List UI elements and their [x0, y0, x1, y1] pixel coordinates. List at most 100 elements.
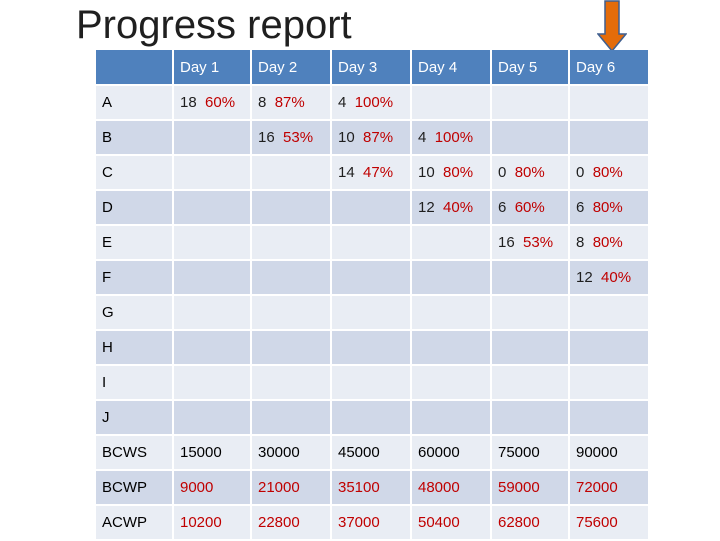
progress-cell [252, 226, 330, 259]
remaining-value: 8 [258, 94, 267, 111]
progress-cell [492, 331, 568, 364]
progress-cell [492, 366, 568, 399]
remaining-value: 8 [576, 234, 585, 251]
progress-cell [252, 261, 330, 294]
metric-value: 75600 [570, 506, 648, 539]
progress-cell [174, 401, 250, 434]
progress-cell [570, 121, 648, 154]
remaining-value: 0 [498, 164, 507, 181]
progress-cell [492, 401, 568, 434]
remaining-value: 10 [418, 164, 435, 181]
progress-cell: 10 87% [332, 121, 410, 154]
progress-cell [252, 366, 330, 399]
progress-cell: 0 80% [492, 156, 568, 189]
remaining-value: 6 [576, 199, 585, 216]
metric-value: 9000 [174, 471, 250, 504]
down-arrow-icon [597, 0, 627, 52]
progress-cell [174, 296, 250, 329]
progress-cell [492, 296, 568, 329]
metric-value: 35100 [332, 471, 410, 504]
page-title: Progress report [76, 3, 352, 47]
task-row-c: C 14 47% 10 80% 0 80% 0 80% [96, 156, 648, 189]
percent-complete: 80% [592, 199, 623, 216]
progress-cell: 6 60% [492, 191, 568, 224]
task-label: A [96, 86, 172, 119]
metric-value: 90000 [570, 436, 648, 469]
progress-cell [332, 296, 410, 329]
progress-cell: 16 53% [252, 121, 330, 154]
percent-complete: 87% [274, 94, 305, 111]
progress-cell [570, 86, 648, 119]
progress-cell [412, 366, 490, 399]
metric-label: BCWP [96, 471, 172, 504]
percent-complete: 60% [205, 94, 236, 111]
progress-cell: 6 80% [570, 191, 648, 224]
task-label: E [96, 226, 172, 259]
remaining-value: 14 [338, 164, 355, 181]
percent-complete: 80% [592, 234, 623, 251]
metric-label: BCWS [96, 436, 172, 469]
metric-value: 60000 [412, 436, 490, 469]
metric-row-bcws: BCWS 15000 30000 45000 60000 75000 90000 [96, 436, 648, 469]
metric-row-bcwp: BCWP 9000 21000 35100 48000 59000 72000 [96, 471, 648, 504]
metric-value: 30000 [252, 436, 330, 469]
task-row-d: D 12 40% 6 60% 6 80% [96, 191, 648, 224]
progress-cell [332, 226, 410, 259]
progress-cell [174, 156, 250, 189]
progress-cell: 4 100% [332, 86, 410, 119]
progress-cell [174, 121, 250, 154]
remaining-value: 10 [338, 129, 355, 146]
progress-cell [332, 366, 410, 399]
remaining-value: 4 [338, 94, 347, 111]
percent-complete: 47% [363, 164, 394, 181]
progress-cell [252, 331, 330, 364]
progress-cell [332, 401, 410, 434]
header-cell-day-6: Day 6 [570, 50, 648, 84]
header-cell-day-2: Day 2 [252, 50, 330, 84]
percent-complete: 80% [514, 164, 545, 181]
progress-cell: 10 80% [412, 156, 490, 189]
remaining-value: 12 [576, 269, 593, 286]
progress-cell [332, 191, 410, 224]
task-label: G [96, 296, 172, 329]
metric-value: 48000 [412, 471, 490, 504]
progress-cell [570, 401, 648, 434]
metric-value: 50400 [412, 506, 490, 539]
task-label: C [96, 156, 172, 189]
progress-cell [332, 331, 410, 364]
percent-complete: 40% [601, 269, 632, 286]
header-cell-day-1: Day 1 [174, 50, 250, 84]
progress-cell [570, 296, 648, 329]
metric-value: 45000 [332, 436, 410, 469]
percent-complete: 60% [514, 199, 545, 216]
progress-cell [252, 156, 330, 189]
task-row-a: A 18 60% 8 87% 4 100% [96, 86, 648, 119]
task-label: J [96, 401, 172, 434]
progress-cell [570, 366, 648, 399]
progress-cell: 14 47% [332, 156, 410, 189]
header-cell-day-5: Day 5 [492, 50, 568, 84]
header-row: Day 1 Day 2 Day 3 Day 4 Day 5 Day 6 [96, 50, 648, 84]
progress-cell: 4 100% [412, 121, 490, 154]
percent-complete: 40% [443, 199, 474, 216]
header-cell-day-4: Day 4 [412, 50, 490, 84]
header-cell-corner [96, 50, 172, 84]
metric-value: 15000 [174, 436, 250, 469]
task-label: D [96, 191, 172, 224]
progress-cell: 8 80% [570, 226, 648, 259]
percent-complete: 80% [592, 164, 623, 181]
remaining-value: 18 [180, 94, 197, 111]
progress-cell [492, 121, 568, 154]
progress-cell [252, 191, 330, 224]
progress-cell [174, 191, 250, 224]
remaining-value: 4 [418, 129, 427, 146]
progress-cell [412, 226, 490, 259]
progress-cell: 18 60% [174, 86, 250, 119]
progress-cell [174, 226, 250, 259]
percent-complete: 100% [354, 94, 394, 111]
progress-cell [412, 401, 490, 434]
task-row-h: H [96, 331, 648, 364]
percent-complete: 87% [363, 129, 394, 146]
remaining-value: 16 [498, 234, 515, 251]
task-row-g: G [96, 296, 648, 329]
